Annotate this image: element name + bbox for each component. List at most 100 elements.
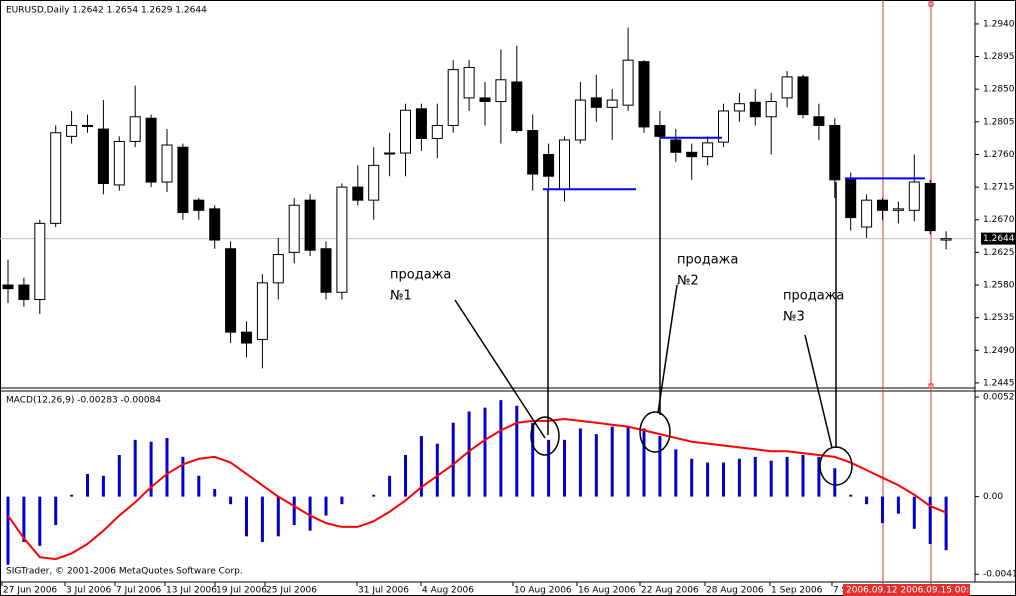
candle-body xyxy=(749,101,761,118)
candle-body xyxy=(177,146,189,213)
y-tick-label: 1.2490 xyxy=(983,346,1015,356)
candle-body xyxy=(161,144,173,183)
candle-body xyxy=(829,124,841,181)
x-tick-label: 19 Jul 2006 xyxy=(216,586,267,596)
x-tick-label: 25 Jul 2006 xyxy=(266,586,317,596)
candle-body xyxy=(288,204,300,253)
candle-body xyxy=(34,222,46,301)
candle-body xyxy=(113,140,125,186)
y-tick-label: 1.2715 xyxy=(983,183,1015,193)
x-tick-label: 7 Jul 2006 xyxy=(116,586,161,596)
y-tick-label: 0.00 xyxy=(983,492,1003,502)
pointer-line xyxy=(804,334,833,449)
candle-body xyxy=(431,124,443,140)
candle-body xyxy=(400,109,411,154)
candle-body xyxy=(765,101,777,118)
x-tick-label: 28 Aug 2006 xyxy=(706,586,764,596)
candle-body xyxy=(415,108,427,140)
x-tick-label: 16 Aug 2006 xyxy=(578,586,636,596)
candle-body xyxy=(336,186,348,293)
candle-body xyxy=(654,124,666,137)
candle-body xyxy=(50,132,62,224)
x-tick-label: 7 S xyxy=(833,586,848,596)
signal-line xyxy=(7,418,947,561)
candle-body xyxy=(209,208,221,241)
candle-body xyxy=(82,124,93,127)
candle-body xyxy=(527,130,539,175)
y-tick-label: 1.2805 xyxy=(983,117,1015,127)
y-tick-label: 0.00526 xyxy=(983,393,1016,403)
annotation: №3 xyxy=(783,310,805,325)
candle-body xyxy=(97,128,109,184)
pointer-circle xyxy=(819,446,853,486)
candle-body xyxy=(447,69,459,126)
candle-body xyxy=(908,181,920,211)
cursor-label: 2006.09.12 2006.09.15 00:00 xyxy=(846,586,981,596)
y-tick-label: 1.2895 xyxy=(983,52,1015,62)
pointer-line xyxy=(657,284,678,414)
pointer-circle xyxy=(530,416,560,456)
candle-body xyxy=(18,284,30,301)
x-tick-label: 22 Aug 2006 xyxy=(641,586,699,596)
x-tick-label: 4 Aug 2006 xyxy=(422,586,474,596)
y-tick-label: 1.2760 xyxy=(983,150,1015,160)
candle-body xyxy=(66,124,78,137)
candle-body xyxy=(559,139,570,190)
annotation-pointers xyxy=(454,140,853,486)
candle-body xyxy=(845,179,857,219)
candle-body xyxy=(272,254,284,284)
candle-body xyxy=(320,248,332,293)
candle-body xyxy=(940,238,952,241)
candle-body xyxy=(877,199,888,211)
candle-body xyxy=(543,153,555,177)
candle-body xyxy=(304,199,316,251)
candle-body xyxy=(892,208,904,211)
candle-body xyxy=(225,248,237,333)
y-tick-label: 1.2445 xyxy=(983,378,1015,388)
cursor-handle xyxy=(928,383,934,389)
candle-body xyxy=(241,331,252,344)
x-tick-label: 10 Aug 2006 xyxy=(514,586,572,596)
x-tick-label: 31 Jul 2006 xyxy=(358,586,409,596)
candle-body xyxy=(590,97,602,108)
candle-body xyxy=(256,282,268,340)
candle-body xyxy=(384,152,396,155)
candle-body xyxy=(718,110,729,143)
copyright: SIGTrader, © 2001-2006 MetaQuotes Softwa… xyxy=(6,567,243,577)
annotation: №2 xyxy=(677,274,699,289)
candle-body xyxy=(813,116,825,126)
x-tick-label: 13 Jul 2006 xyxy=(166,586,217,596)
candle-body xyxy=(574,99,586,141)
current-price-box xyxy=(981,232,1015,245)
cursor-label-bg xyxy=(843,584,970,596)
candle-body xyxy=(2,284,14,290)
candle-body xyxy=(686,151,698,158)
x-tick-label: 1 Sep 2006 xyxy=(771,586,823,596)
candle-body xyxy=(733,103,745,112)
candle-body xyxy=(861,199,873,228)
y-tick-label: 1.2535 xyxy=(983,313,1015,323)
cursor-handle xyxy=(928,1,934,7)
candle-body xyxy=(781,76,793,99)
candle-body xyxy=(495,79,507,103)
pointer-circle xyxy=(639,411,671,453)
y-tick-label: 1.2940 xyxy=(983,19,1015,29)
y-tick-label: 1.2580 xyxy=(983,281,1015,291)
candle-body xyxy=(924,182,936,232)
candle-body xyxy=(511,81,523,132)
candle-body xyxy=(479,97,491,103)
x-tick-label: 3 Jul 2006 xyxy=(66,586,111,596)
annotation: продажа xyxy=(390,268,451,283)
annotation: №1 xyxy=(390,289,412,304)
candle-body xyxy=(145,117,157,183)
chart-title: EURUSD,Daily 1.2642 1.2654 1.2629 1.2644 xyxy=(6,6,207,16)
y-tick-label: 1.2625 xyxy=(983,248,1015,258)
y-tick-label: -0.0041 xyxy=(983,570,1016,580)
y-tick-label: 1.2850 xyxy=(983,85,1015,95)
annotation: продажа xyxy=(677,253,738,268)
candle-body xyxy=(702,142,714,158)
candle-body xyxy=(463,66,475,99)
candle-body xyxy=(193,199,205,211)
